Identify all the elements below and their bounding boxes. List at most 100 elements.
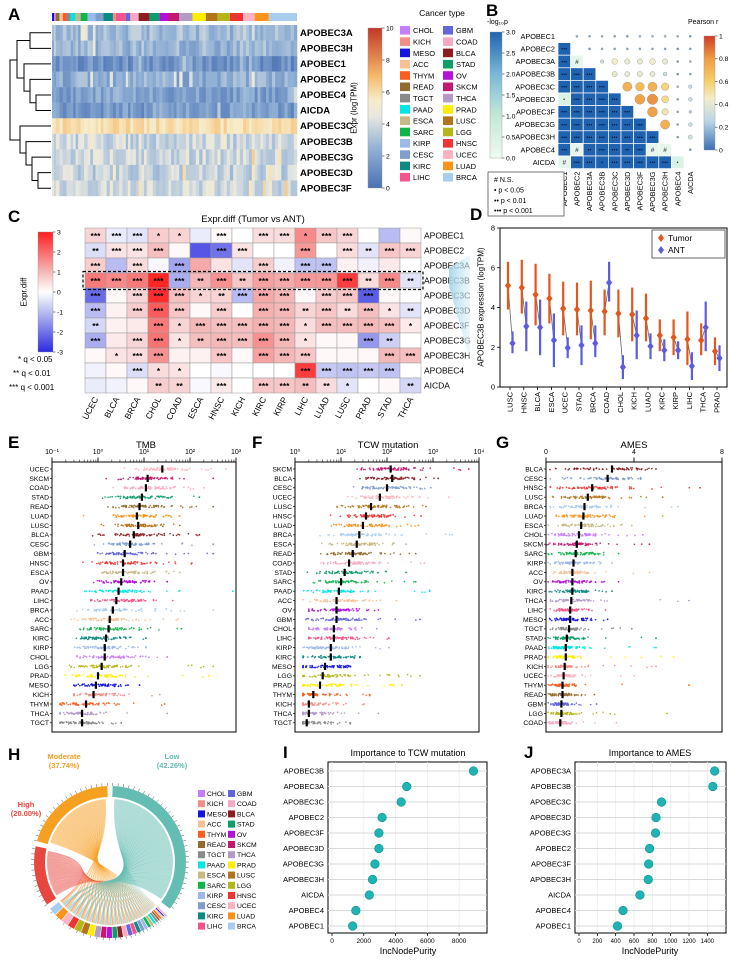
- h-legend-swatch-THCA: [228, 851, 235, 859]
- label: ***: [217, 336, 228, 346]
- lollipop-row-label: APOBEC3B: [531, 782, 571, 791]
- strip-row-SKCM: [105, 474, 215, 482]
- median-tick: [123, 550, 126, 558]
- neglog10p-colorbar-label: -log₁₀p: [487, 19, 508, 26]
- colorbar-tick: 0.8: [719, 56, 729, 63]
- strip-xtick: 10¹: [139, 449, 150, 456]
- lollipop-row-label: APOBEC3A: [284, 782, 324, 791]
- panel-c-title: Expr.diff (Tumor vs ANT): [201, 214, 305, 225]
- label: *: [178, 336, 182, 346]
- median-tick: [361, 521, 365, 529]
- strip-xtick: 10¹: [336, 449, 347, 456]
- strip-xtick: 10⁴: [474, 449, 485, 456]
- heatmap-row-label: APOBEC3F: [300, 183, 352, 194]
- strip-COAD: [130, 13, 139, 21]
- lollipop-row-label: APOBEC3D: [530, 813, 571, 822]
- strip-row-label: ACC: [529, 570, 543, 577]
- lollipop-xtick: 2000: [357, 938, 372, 945]
- strip-row-STAD: [306, 568, 407, 576]
- h-legend-swatch-LIHC: [198, 922, 205, 930]
- median-tick: [161, 465, 164, 473]
- c-row-label: APOBEC3B: [424, 276, 470, 286]
- colorbar-tick: 6: [386, 89, 390, 96]
- h-legend-swatch-KIRC: [198, 912, 205, 920]
- label: ***: [133, 336, 144, 346]
- strip-row-TGCT: [302, 719, 352, 727]
- label: *: [178, 366, 182, 376]
- label: ***: [154, 246, 165, 256]
- label: •••: [561, 122, 567, 128]
- legend-label-COAD: COAD: [456, 38, 478, 47]
- strip-row-label: LIHC: [34, 598, 50, 605]
- label: ***: [280, 231, 291, 241]
- median-tick: [321, 672, 324, 680]
- label: •••: [662, 160, 668, 166]
- lollipop-dot-APOBEC3C: [396, 797, 406, 807]
- d-ytick: 6: [491, 263, 495, 272]
- label: ***: [175, 261, 186, 271]
- legend-swatch-KIRP: [400, 139, 410, 148]
- label: ***: [175, 276, 186, 286]
- h-legend-label-THYM: THYM: [207, 832, 227, 839]
- median-tick: [565, 634, 568, 642]
- strip-row-label: KICH: [527, 664, 543, 671]
- lollipop-xtick: 4000: [388, 938, 403, 945]
- median-tick: [343, 568, 346, 576]
- chord-arc-READ: [151, 911, 160, 921]
- strip-TGCT: [66, 13, 71, 21]
- b-col-label: APOBEC3D: [623, 172, 632, 212]
- lollipop-row-label: APOBEC3D: [283, 844, 324, 853]
- legend-swatch-MESO: [400, 48, 410, 58]
- strip-LUAD: [254, 13, 269, 21]
- strip-row-UCEC: [346, 493, 450, 501]
- h-legend-swatch-PAAD: [198, 861, 205, 869]
- lollipop-dot-APOBEC3A: [710, 766, 720, 776]
- legend-swatch-BLCA: [443, 48, 453, 58]
- strip-row-COAD: [547, 719, 618, 727]
- strip-row-KIRP: [73, 644, 147, 652]
- strip-row-label: COAD: [523, 720, 543, 727]
- label: ***: [133, 351, 144, 361]
- h-legend-swatch-SARC: [198, 881, 205, 889]
- h-legend-label-THCA: THCA: [237, 852, 256, 859]
- strip-row-MESO: [73, 681, 141, 689]
- median-tick: [606, 474, 609, 482]
- label: •••: [599, 85, 605, 91]
- panel-d-letter: D: [470, 205, 483, 224]
- label: ***: [343, 321, 354, 331]
- median-tick: [80, 719, 84, 727]
- strip-row-label: THYM: [273, 692, 293, 699]
- lollipop-row-label: APOBEC4: [289, 906, 324, 915]
- strip-row-label: LUSC: [31, 523, 49, 530]
- h-legend-label-UCEC: UCEC: [237, 903, 256, 910]
- median-tick: [307, 709, 310, 717]
- strip-row-label: MESO: [272, 664, 292, 671]
- label: ***: [238, 246, 249, 256]
- label: **: [155, 381, 162, 391]
- moderate-group-pct: (37.74%): [48, 761, 80, 771]
- strip-row-label: STAD: [31, 495, 49, 502]
- d-xtick: UCEC: [561, 391, 570, 413]
- label: •••: [574, 110, 580, 116]
- strip-row-READ: [319, 550, 417, 558]
- strip-row-OV: [92, 578, 169, 586]
- strip-row-UCEC: [123, 465, 227, 473]
- c-col-label: STAD: [375, 395, 394, 419]
- h-legend-swatch-CESC: [198, 902, 205, 910]
- median-tick: [364, 512, 368, 520]
- label: ***: [322, 276, 333, 286]
- h-legend-label-KIRC: KIRC: [207, 913, 223, 920]
- lollipop-row-label: AICDA: [548, 891, 571, 900]
- d-ytick: 0: [491, 383, 495, 392]
- median-tick: [335, 597, 338, 605]
- median-tick: [140, 493, 143, 501]
- legend-swatch-LGG: [443, 127, 453, 137]
- d-xtick: KIRC: [657, 391, 666, 410]
- strip-row-KIRP: [302, 644, 390, 652]
- strip-PRAD: [192, 13, 206, 21]
- legend-swatch-CHOL: [400, 26, 410, 35]
- median-tick: [107, 625, 110, 633]
- c-row-label: AICDA: [424, 381, 450, 391]
- label: **: [344, 306, 351, 316]
